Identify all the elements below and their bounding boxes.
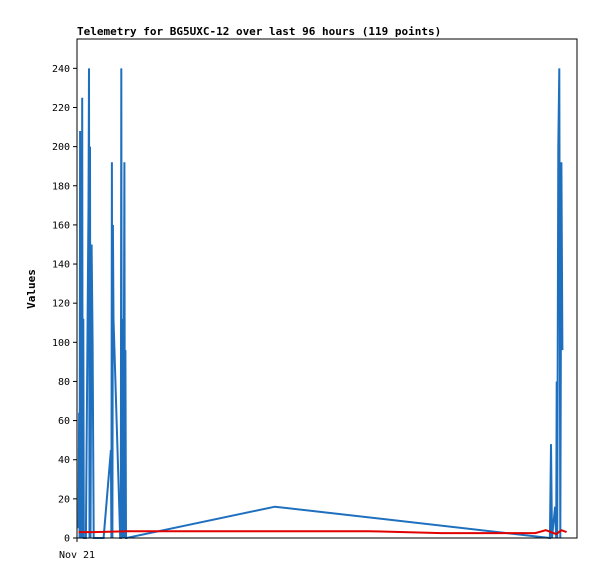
y-tick-label: 120	[52, 299, 70, 310]
y-tick-label: 20	[58, 494, 70, 505]
chart-title: Telemetry for BG5UXC-12 over last 96 hou…	[77, 25, 441, 38]
y-axis-label: Values	[25, 269, 38, 309]
y-tick-label: 40	[58, 455, 70, 466]
y-tick-label: 80	[58, 377, 70, 388]
x-axis-ticks: Nov 21	[59, 538, 95, 561]
plot-area-border	[76, 38, 578, 539]
series-line-1	[78, 529, 567, 536]
series-layer	[77, 68, 577, 540]
series-line-0	[77, 68, 564, 540]
y-tick-label: 0	[64, 534, 70, 545]
y-tick-label: 160	[52, 220, 70, 231]
x-tick-label: Nov 21	[59, 550, 95, 561]
y-tick-label: 200	[52, 142, 70, 153]
y-tick-label: 140	[52, 260, 70, 271]
y-tick-label: 180	[52, 181, 70, 192]
y-tick-label: 240	[52, 64, 70, 75]
y-tick-label: 60	[58, 416, 70, 427]
y-tick-label: 100	[52, 338, 70, 349]
y-axis-ticks: 0 20 40 60 80 100 120 140 160 180 200 220 240	[52, 64, 77, 545]
plot-frame	[76, 38, 578, 539]
y-tick-label: 220	[52, 103, 70, 114]
